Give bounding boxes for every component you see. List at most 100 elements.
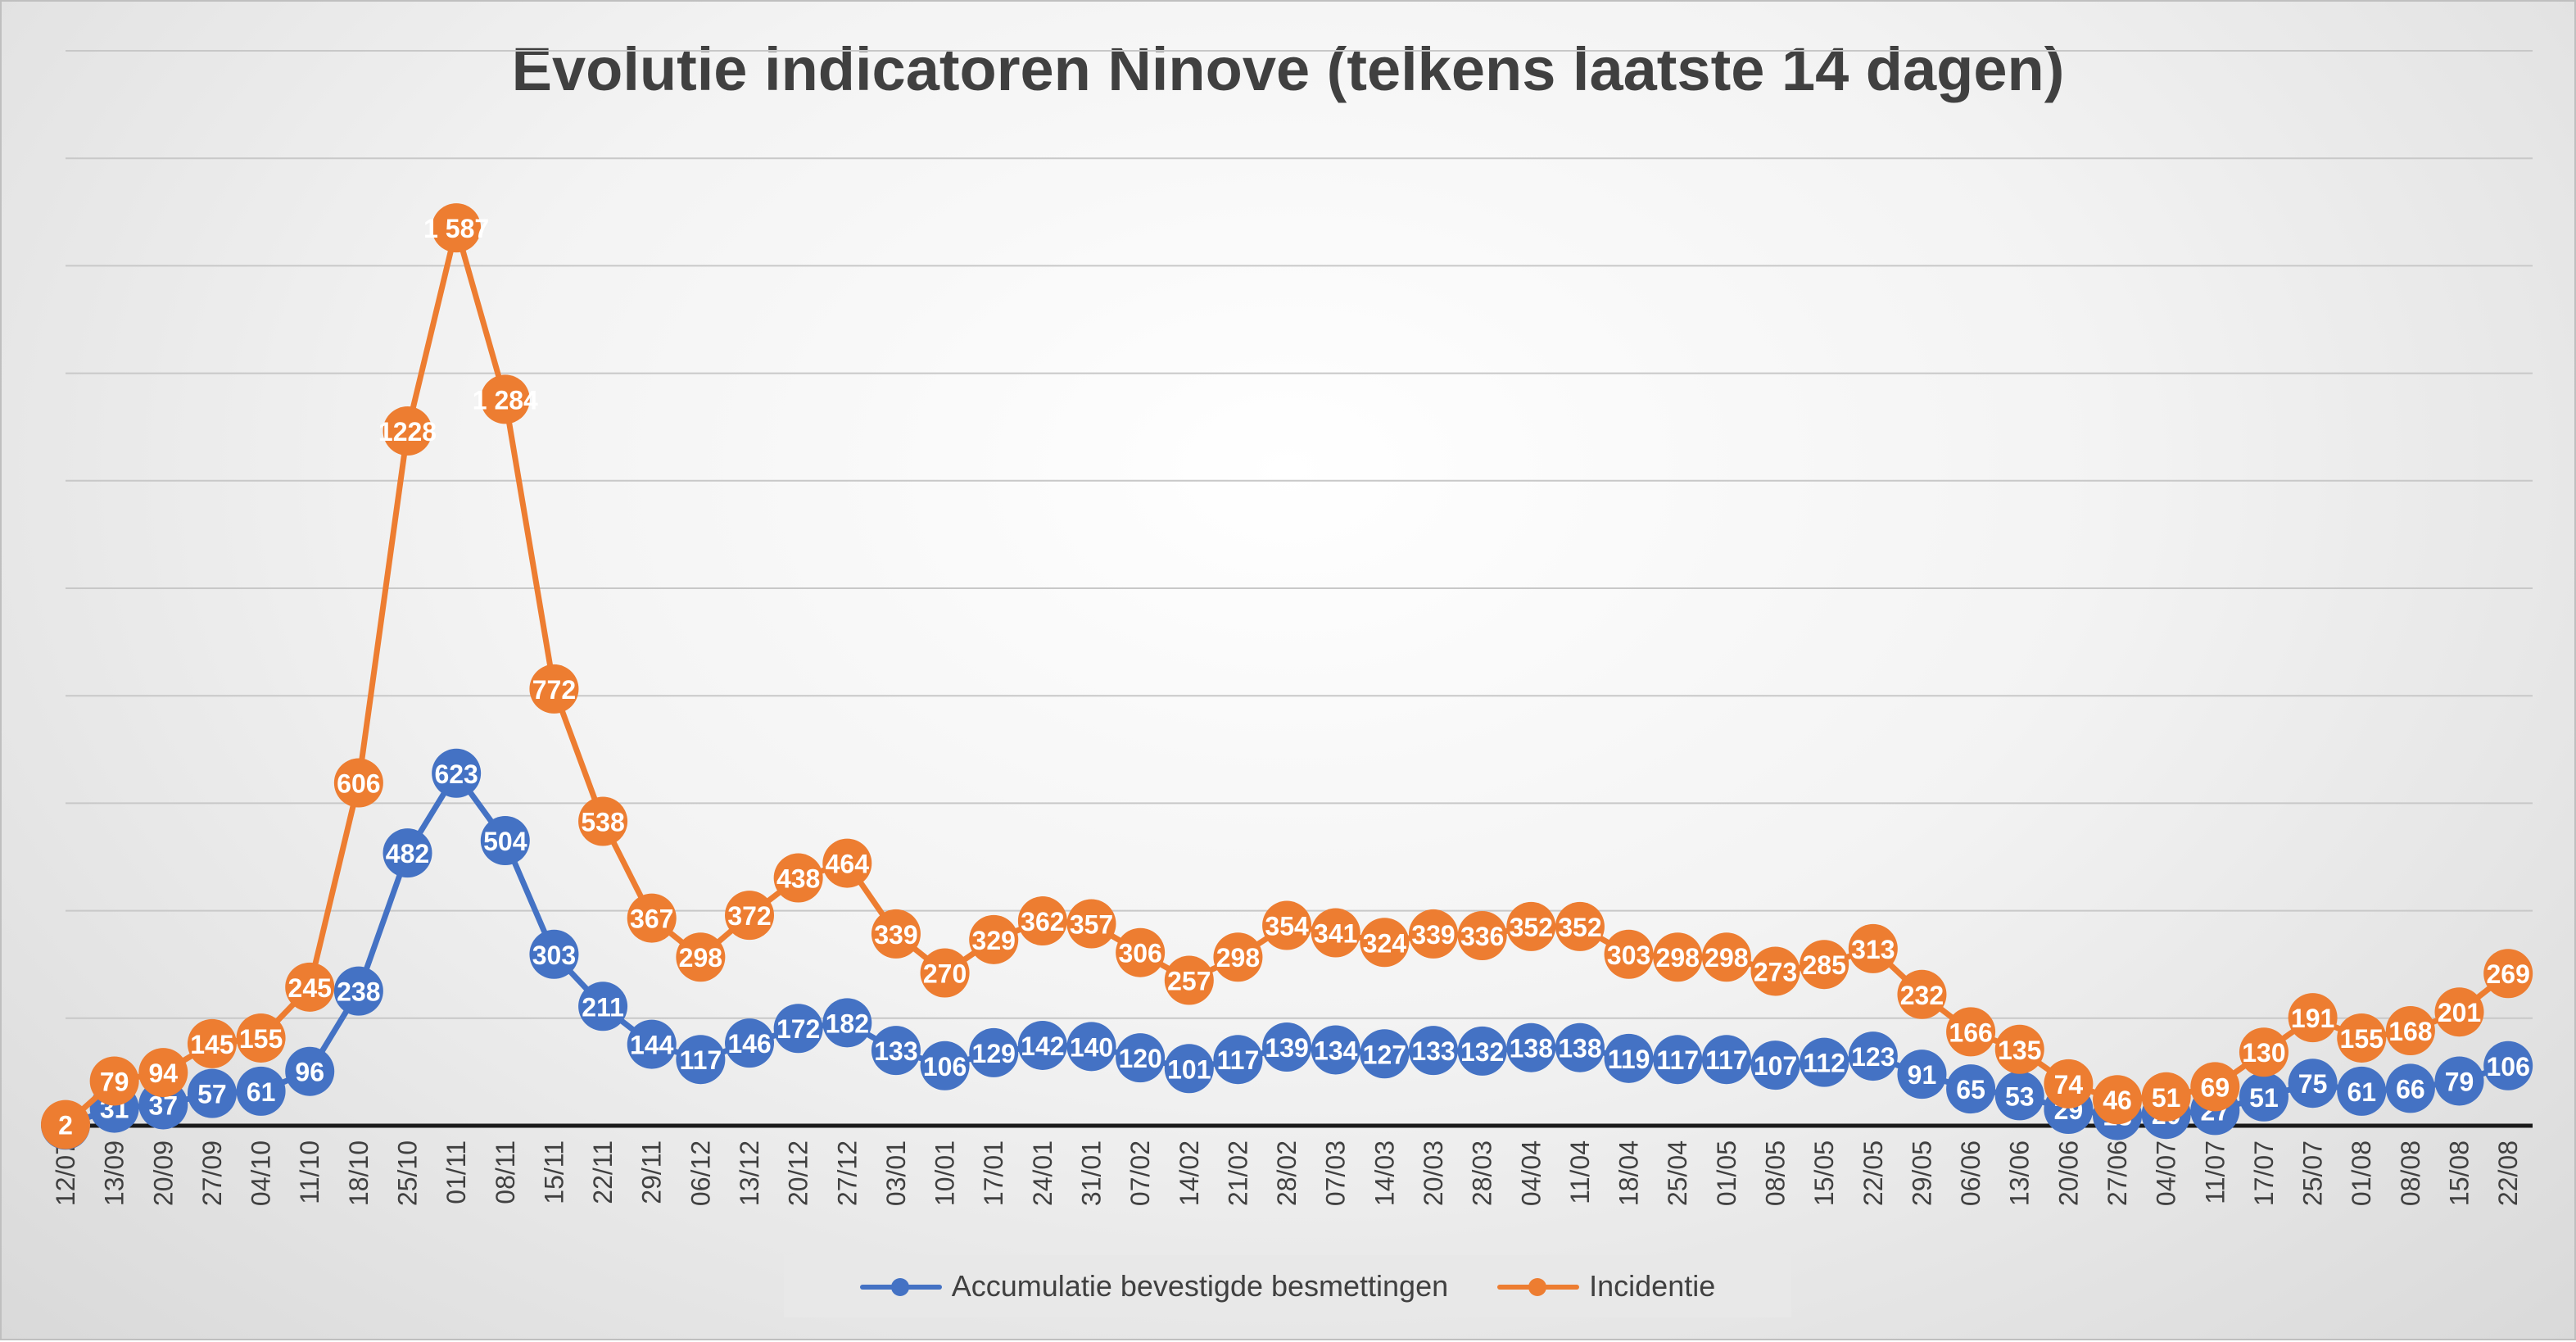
data-point xyxy=(822,998,872,1048)
data-label: 303 xyxy=(1607,941,1650,970)
data-label: 1 587 xyxy=(423,214,489,243)
data-point xyxy=(138,1048,188,1098)
x-tick-label: 29/05 xyxy=(1907,1140,1936,1206)
data-label: 357 xyxy=(1070,909,1113,939)
data-label: 117 xyxy=(1656,1045,1699,1075)
data-label: 273 xyxy=(1754,957,1797,986)
data-point xyxy=(822,838,872,888)
data-label: 372 xyxy=(727,901,771,931)
data-label: 74 xyxy=(2054,1070,2084,1099)
data-label: 191 xyxy=(2291,1004,2334,1033)
data-point xyxy=(871,909,921,959)
chart-title: Evolutie indicatoren Ninove (telkens laa… xyxy=(511,35,2065,103)
data-label: 341 xyxy=(1314,919,1357,949)
legend-label-incidentie: Incidentie xyxy=(1589,1269,1716,1303)
data-point xyxy=(1360,918,1410,968)
data-point xyxy=(1946,1007,1996,1057)
data-label: 362 xyxy=(1021,907,1064,936)
data-label: 155 xyxy=(239,1024,283,1054)
data-label: 270 xyxy=(923,959,967,989)
data-point xyxy=(578,796,628,846)
data-label: 166 xyxy=(1949,1018,1992,1047)
data-point xyxy=(1897,969,1947,1019)
data-point xyxy=(1017,896,1067,946)
x-tick-label: 08/05 xyxy=(1761,1140,1791,1206)
data-point xyxy=(1213,932,1263,982)
data-label: 106 xyxy=(923,1052,967,1081)
x-tick-label: 08/08 xyxy=(2396,1140,2425,1206)
x-tick-label: 31/01 xyxy=(1077,1140,1107,1206)
data-point xyxy=(1360,1029,1410,1079)
data-label: 336 xyxy=(1460,922,1504,951)
data-label: 139 xyxy=(1265,1033,1308,1063)
data-point xyxy=(2288,1059,2338,1109)
data-point xyxy=(480,374,530,424)
data-label: 69 xyxy=(2201,1072,2230,1102)
data-label: 1 284 xyxy=(473,385,538,415)
x-tick-label: 15/11 xyxy=(539,1140,568,1204)
x-tick-label: 03/01 xyxy=(881,1140,911,1206)
data-label: 313 xyxy=(1851,935,1895,964)
data-label: 53 xyxy=(2005,1081,2035,1111)
data-point xyxy=(383,828,432,878)
x-tick-label: 01/08 xyxy=(2347,1140,2376,1206)
data-point xyxy=(725,891,775,941)
data-point xyxy=(2385,1005,2435,1055)
data-label: 119 xyxy=(1608,1045,1650,1074)
data-point xyxy=(2093,1075,2143,1125)
data-label: 257 xyxy=(1167,967,1211,996)
x-tick-label: 17/01 xyxy=(979,1140,1008,1206)
data-label: 306 xyxy=(1118,939,1161,968)
data-point xyxy=(480,815,530,865)
data-point xyxy=(2141,1072,2191,1122)
legend-marker-blue xyxy=(859,1278,942,1296)
x-tick-label: 07/03 xyxy=(1321,1140,1351,1206)
data-point xyxy=(1213,1035,1263,1085)
data-point xyxy=(1311,908,1360,958)
data-label: 94 xyxy=(148,1059,178,1088)
data-label: 117 xyxy=(680,1045,722,1075)
x-tick-label: 13/12 xyxy=(735,1140,764,1206)
x-tick-label: 04/10 xyxy=(247,1140,276,1206)
data-label: 606 xyxy=(337,769,380,799)
data-label: 61 xyxy=(2347,1077,2376,1107)
data-label: 130 xyxy=(2242,1038,2285,1068)
data-point xyxy=(1457,910,1507,960)
data-label: 538 xyxy=(581,807,624,836)
x-tick-label: 01/05 xyxy=(1712,1140,1741,1206)
x-tick-label: 06/12 xyxy=(686,1140,715,1206)
data-label: 135 xyxy=(1998,1036,2041,1065)
data-point xyxy=(1604,929,1654,979)
data-label: 133 xyxy=(874,1036,917,1066)
data-label: 339 xyxy=(874,920,917,950)
data-label: 245 xyxy=(288,973,332,1003)
data-label: 238 xyxy=(337,977,380,1007)
data-label: 101 xyxy=(1167,1054,1211,1084)
data-point xyxy=(41,1099,90,1149)
data-label: 772 xyxy=(532,675,576,705)
data-point xyxy=(187,1018,237,1068)
x-tick-label: 25/04 xyxy=(1663,1140,1692,1206)
data-point xyxy=(1848,1031,1898,1081)
data-label: 298 xyxy=(679,943,722,972)
data-point xyxy=(1750,946,1800,996)
x-tick-label: 22/11 xyxy=(588,1140,618,1204)
x-tick-label: 18/04 xyxy=(1614,1140,1644,1206)
data-label: 142 xyxy=(1021,1031,1064,1061)
data-label: 65 xyxy=(1956,1075,1985,1104)
data-point xyxy=(1506,901,1556,951)
x-tick-label: 17/07 xyxy=(2249,1140,2279,1206)
data-label: 201 xyxy=(2438,998,2481,1027)
data-point xyxy=(1994,1024,2044,1074)
data-label: 129 xyxy=(972,1039,1016,1068)
x-tick-label: 11/10 xyxy=(295,1140,324,1204)
data-label: 138 xyxy=(1510,1034,1553,1063)
data-label: 117 xyxy=(1705,1045,1748,1075)
data-point xyxy=(1262,900,1312,950)
data-point xyxy=(2337,1013,2387,1063)
data-point xyxy=(2190,1062,2240,1112)
series-line xyxy=(63,224,2510,1127)
